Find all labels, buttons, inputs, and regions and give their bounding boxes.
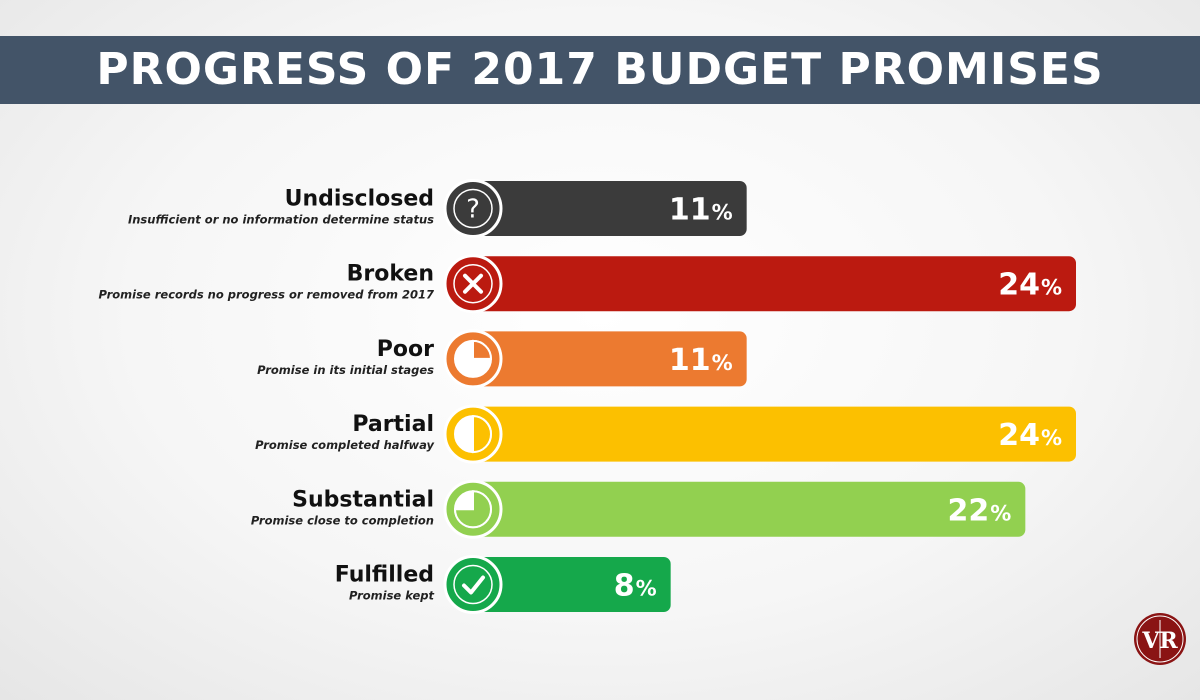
logo-text: VR <box>1141 628 1178 654</box>
category-description: Promise kept <box>349 589 434 603</box>
quarter-progress-icon <box>443 329 503 389</box>
bar-broken <box>468 256 1076 312</box>
category-label: Fulfilled <box>335 563 434 588</box>
category-label: Broken <box>347 262 434 287</box>
three-quarter-progress-icon <box>443 479 503 539</box>
category-label: Poor <box>377 337 434 362</box>
chart-title: PROGRESS OF 2017 BUDGET PROMISES <box>96 44 1104 95</box>
value-label: 22% <box>948 493 1012 528</box>
value-label: 11% <box>669 343 733 378</box>
category-description: Promise completed halfway <box>255 438 434 452</box>
category-label: Undisclosed <box>285 187 434 212</box>
question-icon: ? <box>443 179 503 238</box>
value-label: 11% <box>669 193 733 228</box>
category-description: Promise close to completion <box>251 513 434 527</box>
x-icon <box>443 254 503 314</box>
value-label: 8% <box>614 569 657 604</box>
svg-text:?: ? <box>466 195 480 225</box>
value-label: 24% <box>998 268 1062 303</box>
category-description: Promise records no progress or removed f… <box>99 288 434 302</box>
bar-poor <box>468 331 747 387</box>
category-description: Insufficient or no information determine… <box>128 213 434 227</box>
category-label: Partial <box>352 412 434 437</box>
vr-logo-icon: VR <box>1134 613 1186 665</box>
bar-partial <box>468 406 1076 462</box>
check-icon <box>443 555 503 614</box>
category-description: Promise in its initial stages <box>257 363 434 377</box>
bar-undisclosed <box>468 181 747 236</box>
bar-substantial <box>468 481 1026 537</box>
bar-fulfilled <box>468 557 671 612</box>
half-progress-icon <box>443 404 503 464</box>
category-label: Substantial <box>292 487 434 512</box>
title-banner: PROGRESS OF 2017 BUDGET PROMISES <box>0 36 1200 104</box>
value-label: 24% <box>998 418 1062 453</box>
